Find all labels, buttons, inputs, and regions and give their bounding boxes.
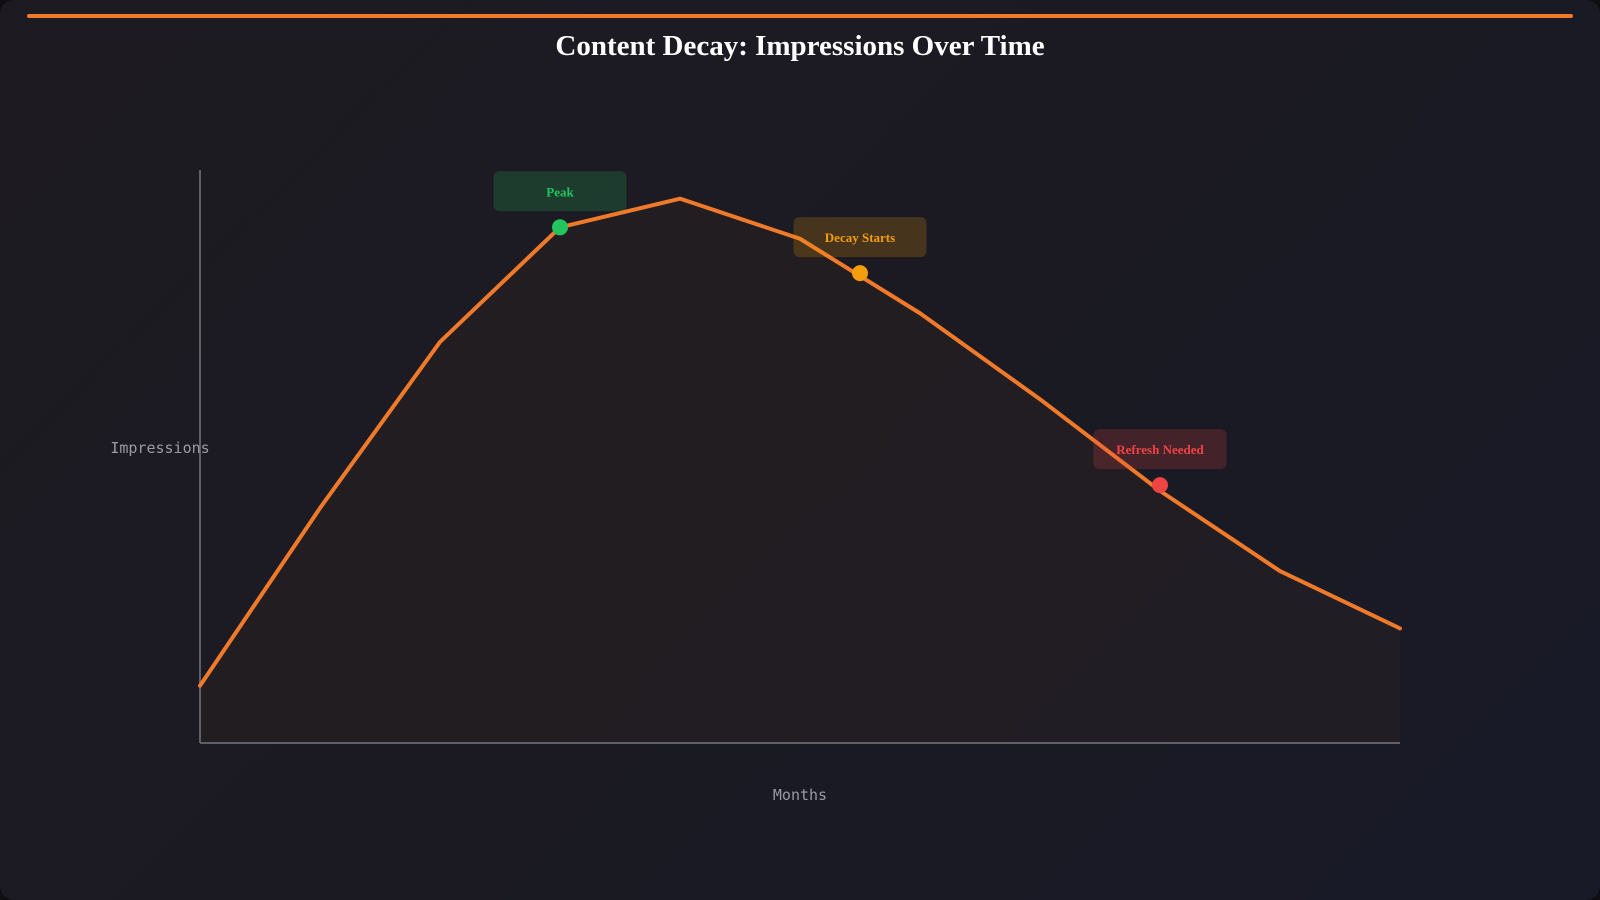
chart-title: Content Decay: Impressions Over Time (555, 30, 1045, 62)
annotation-box-0 (493, 171, 627, 212)
accent-bar (27, 14, 1573, 18)
annotation-marker-0 (552, 219, 568, 236)
annotation-label-0: Peak (546, 184, 574, 199)
annotation-box-2 (1093, 429, 1227, 470)
series-line (198, 196, 1402, 688)
annotation-label-2: Refresh Needed (1116, 442, 1204, 457)
x-axis-title: Months (773, 786, 827, 804)
annotation-label-1: Decay Starts (825, 230, 895, 245)
annotation-marker-1 (852, 265, 868, 282)
series-area (200, 199, 1400, 743)
annotation-box-1 (793, 217, 927, 258)
y-axis-title: Impressions (110, 439, 209, 457)
annotation-marker-2 (1152, 477, 1168, 494)
